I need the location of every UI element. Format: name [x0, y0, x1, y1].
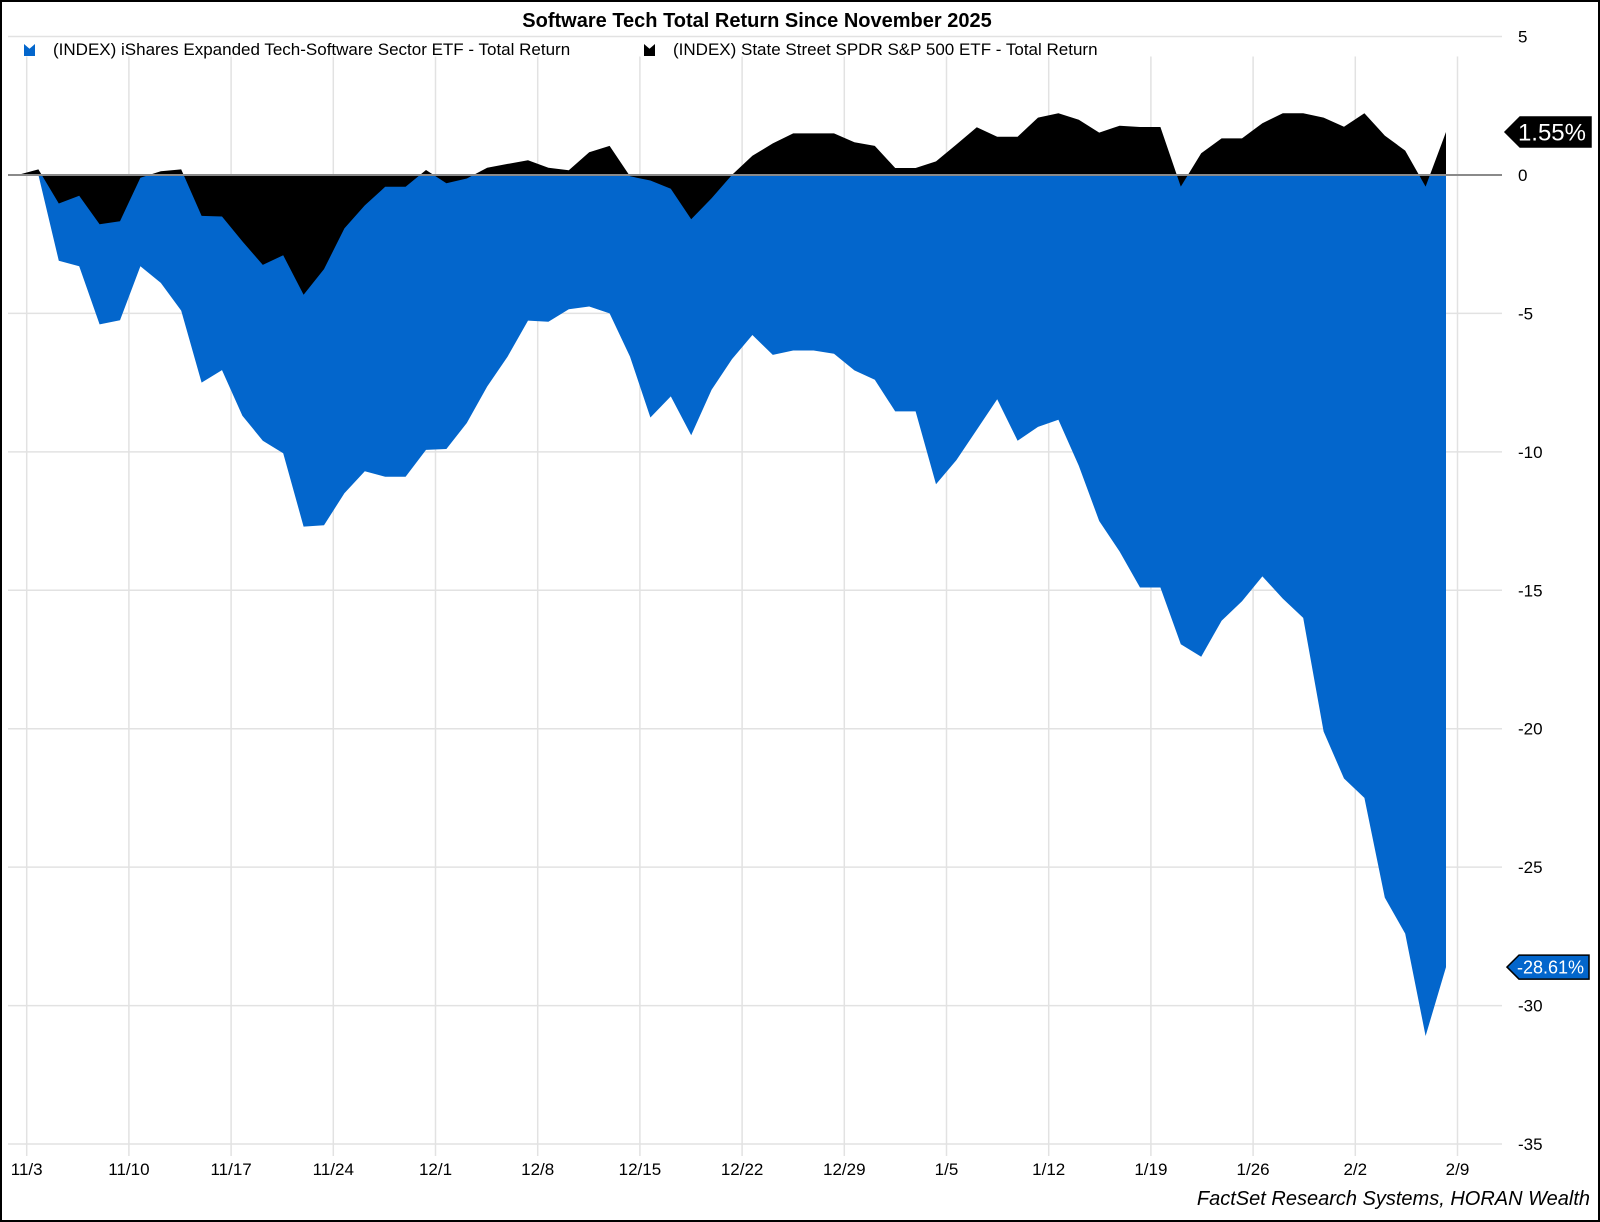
y-tick-label: -5: [1518, 304, 1533, 323]
y-tick-label: -25: [1518, 858, 1543, 877]
x-tick-label: 12/22: [721, 1160, 764, 1179]
y-tick-label: -35: [1518, 1135, 1543, 1154]
chart-title: Software Tech Total Return Since Novembe…: [522, 10, 992, 32]
legend-item-spx[interactable]: (INDEX) State Street SPDR S&P 500 ETF - …: [644, 40, 1098, 60]
spx-end-value: 1.55%: [1518, 120, 1586, 147]
y-tick-label: -10: [1518, 443, 1543, 462]
x-tick-label: 1/26: [1237, 1160, 1270, 1179]
x-tick-label: 11/17: [210, 1160, 251, 1179]
x-tick-label: 1/5: [935, 1160, 959, 1179]
x-tick-label: 1/19: [1134, 1160, 1167, 1179]
legend-swatch-blue-icon: [24, 44, 35, 56]
legend-swatch-black-icon: [644, 44, 655, 56]
source-credit: FactSet Research Systems, HORAN Wealth: [1196, 1188, 1590, 1210]
legend-item-software[interactable]: (INDEX) iShares Expanded Tech-Software S…: [24, 40, 570, 60]
x-tick-label: 12/15: [619, 1160, 662, 1179]
x-tick-label: 1/12: [1032, 1160, 1065, 1179]
x-tick-label: 2/9: [1446, 1160, 1470, 1179]
spx-end-tag: [1503, 116, 1592, 148]
x-tick-label: 12/1: [419, 1160, 452, 1179]
y-tick-label: 5: [1518, 28, 1527, 47]
y-tick-label: -20: [1518, 720, 1543, 739]
y-tick-label: 0: [1518, 166, 1527, 185]
legend-label-spx: (INDEX) State Street SPDR S&P 500 ETF - …: [673, 40, 1098, 59]
software-end-tag: [1505, 954, 1590, 980]
x-tick-label: 2/2: [1343, 1160, 1367, 1179]
y-tick-label: -30: [1518, 997, 1543, 1016]
x-tick-label: 12/8: [521, 1160, 554, 1179]
x-tick-label: 11/24: [313, 1160, 354, 1179]
x-tick-label: 12/29: [823, 1160, 866, 1179]
spx-etf-area: [18, 113, 1446, 295]
software-etf-area: [18, 174, 1446, 1036]
legend-label-software: (INDEX) iShares Expanded Tech-Software S…: [53, 40, 571, 59]
x-tick-label: 11/10: [108, 1160, 149, 1179]
software-end-value: -28.61%: [1517, 958, 1584, 978]
y-tick-label: -15: [1518, 581, 1543, 600]
x-tick-label: 11/3: [11, 1160, 43, 1179]
